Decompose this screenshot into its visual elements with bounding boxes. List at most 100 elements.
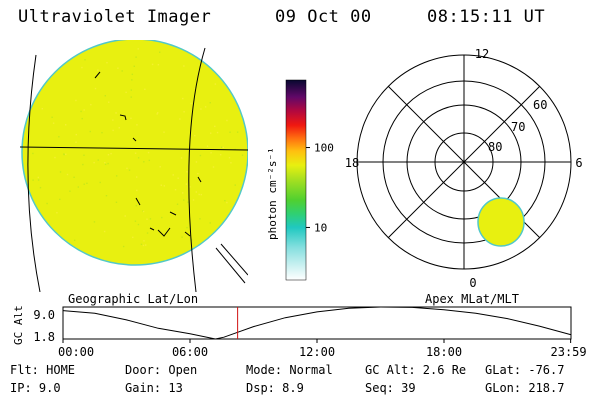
emission-pixel: [82, 163, 84, 166]
emission-pixel: [112, 129, 114, 132]
emission-pixel: [104, 163, 107, 166]
emission-pixel: [97, 159, 99, 161]
emission-pixel: [200, 108, 202, 110]
emission-pixel: [80, 110, 82, 113]
mlt-label-0: 0: [469, 276, 476, 290]
emission-pixel: [209, 222, 211, 224]
emission-pixel: [176, 203, 179, 205]
emission-pixel: [105, 194, 108, 197]
mlt-meridian: [387, 85, 541, 239]
emission-pixel: [137, 157, 140, 159]
emission-pixel: [56, 212, 58, 214]
emission-pixel: [183, 199, 185, 201]
emission-pixel: [136, 124, 138, 126]
gain-value: Gain: 13: [125, 381, 183, 395]
emission-pixel: [112, 119, 114, 121]
time-label: 23:59: [551, 345, 587, 359]
emission-pixel: [66, 173, 69, 176]
apex-caption: Apex MLat/MLT: [425, 292, 519, 306]
emission-pixel: [174, 189, 177, 191]
observation-time: 08:15:11 UT: [427, 7, 546, 27]
emission-pixel: [206, 145, 209, 147]
emission-pixel: [77, 186, 80, 188]
emission-pixel: [63, 153, 65, 155]
emission-pixel: [148, 159, 151, 162]
emission-pixel: [135, 204, 138, 207]
emission-pixel: [51, 116, 53, 119]
emission-pixel: [195, 161, 198, 163]
emission-pixel: [83, 154, 85, 156]
emission-pixel: [54, 156, 56, 159]
emission-pixel: [101, 131, 103, 134]
emission-pixel: [94, 87, 97, 90]
emission-pixel: [222, 146, 224, 149]
emission-pixel: [32, 152, 34, 155]
emission-pixel: [136, 189, 138, 192]
flight-status: Flt: HOME: [10, 363, 76, 377]
emission-pixel: [186, 226, 188, 229]
emission-pixel: [212, 166, 215, 168]
emission-pixel: [186, 171, 188, 173]
mlat-label-80: 80: [488, 140, 502, 154]
emission-pixel: [145, 244, 147, 246]
emission-pixel: [104, 95, 107, 97]
colorbar-scale: [285, 79, 307, 281]
emission-pixel: [73, 176, 75, 178]
emission-pixel: [75, 133, 78, 136]
altitude-max-label: 9.0: [33, 308, 55, 322]
emission-pixel: [130, 96, 132, 98]
geographic-caption: Geographic Lat/Lon: [68, 292, 199, 306]
emission-pixel: [190, 102, 192, 105]
emission-pixel: [84, 59, 86, 61]
emission-pixel: [128, 169, 131, 171]
emission-pixel: [134, 220, 137, 222]
geographic-longitude: GLon: 218.7: [485, 381, 565, 395]
emission-pixel: [131, 79, 133, 81]
emission-pixel: [146, 232, 149, 234]
instrument-title: Ultraviolet Imager: [18, 7, 212, 27]
emission-pixel: [163, 185, 166, 187]
emission-pixel: [83, 183, 85, 185]
emission-pixel: [157, 64, 160, 66]
mlat-label-60: 60: [533, 98, 547, 112]
emission-pixel: [219, 153, 222, 156]
emission-pixel: [115, 175, 118, 177]
earth-disk: [21, 40, 248, 266]
emission-pixel: [147, 151, 150, 154]
emission-pixel: [86, 182, 88, 185]
colorbar-tick-label: 10: [314, 221, 327, 234]
emission-pixel: [199, 154, 202, 157]
emission-pixel: [134, 152, 137, 154]
meridian-line: [220, 243, 248, 276]
emission-pixel: [181, 236, 183, 238]
emission-pixel: [126, 167, 128, 170]
emission-pixel: [140, 243, 143, 246]
emission-pixel: [64, 124, 67, 126]
emission-pixel: [159, 166, 161, 168]
emission-pixel: [144, 88, 146, 91]
emission-pixel: [179, 118, 181, 120]
emission-pixel: [214, 125, 216, 128]
emission-pixel: [135, 176, 138, 178]
emission-pixel: [187, 201, 189, 203]
emission-pixel: [37, 179, 40, 181]
emission-pixel: [108, 101, 110, 103]
emission-pixel: [73, 239, 76, 242]
emission-pixel: [103, 230, 106, 233]
emission-pixel: [181, 192, 184, 194]
emission-pixel: [137, 223, 140, 226]
emission-pixel: [158, 51, 161, 53]
emission-pixel: [104, 161, 106, 164]
emission-pixel: [125, 91, 127, 94]
emission-pixel: [234, 184, 236, 186]
emission-pixel: [58, 136, 60, 138]
emission-pixel: [197, 172, 199, 175]
emission-pixel: [115, 201, 118, 204]
emission-pixel: [209, 101, 211, 104]
time-label: 06:00: [172, 345, 208, 359]
emission-pixel: [132, 236, 134, 239]
emission-pixel: [130, 89, 133, 91]
